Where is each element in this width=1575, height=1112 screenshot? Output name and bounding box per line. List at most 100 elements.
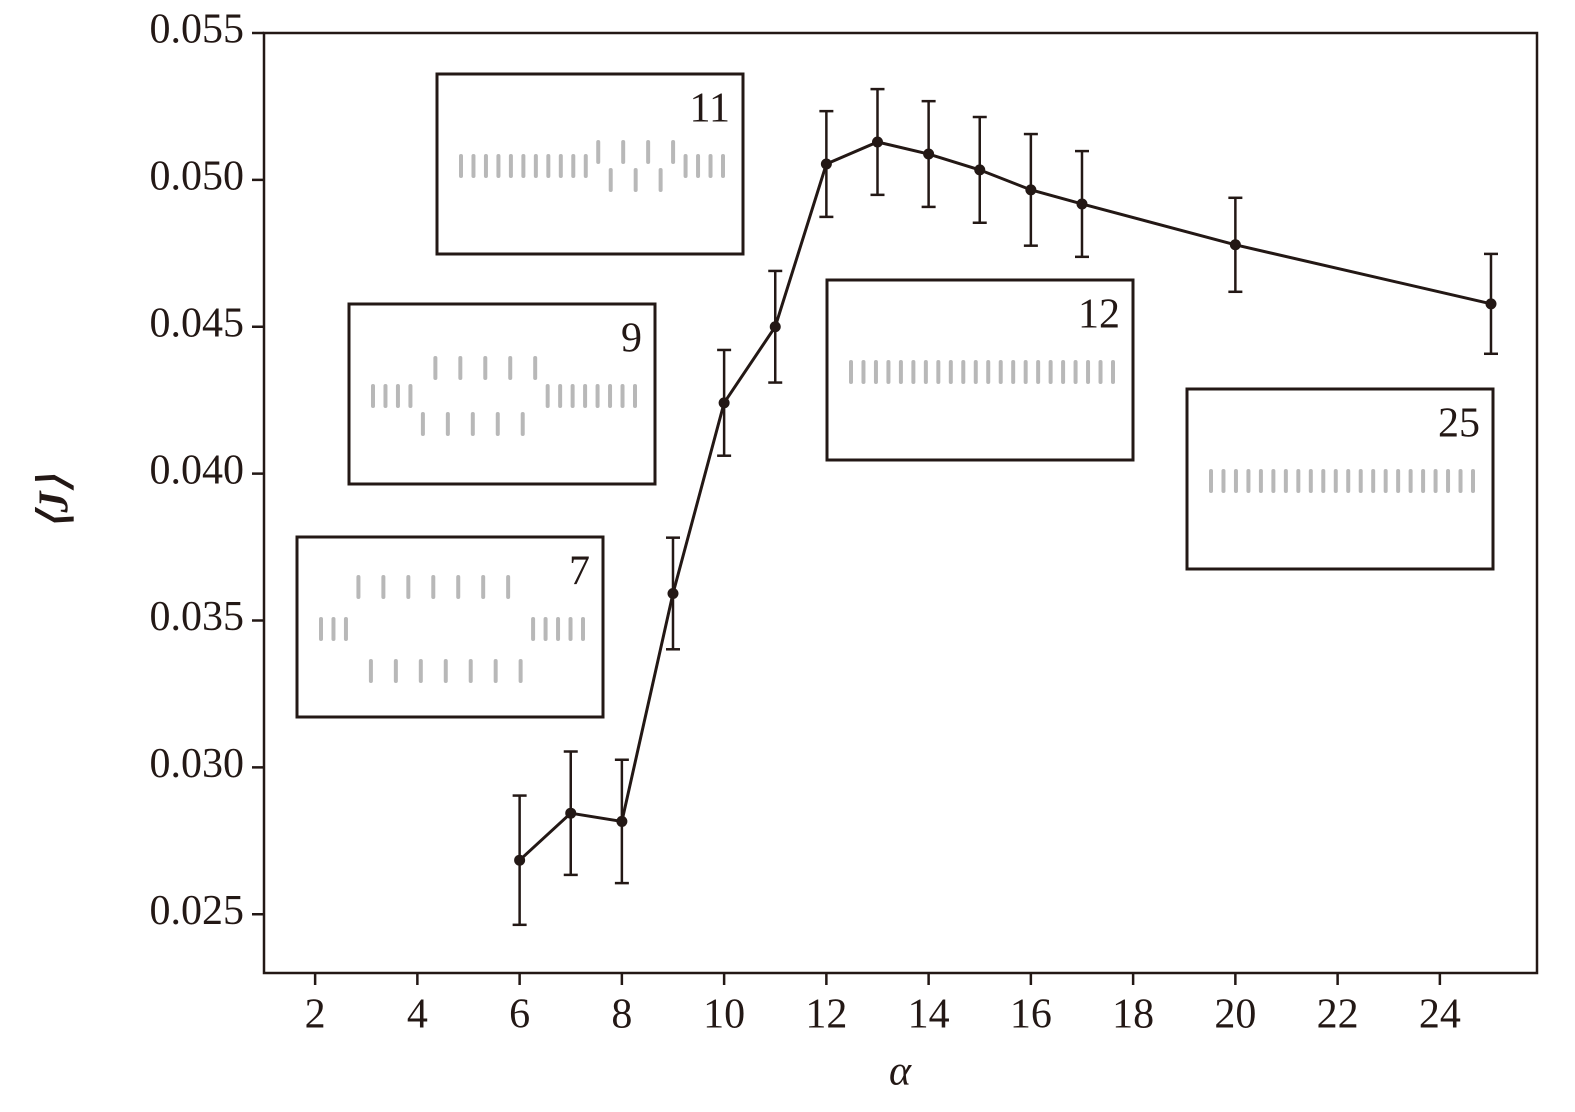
data-point (769, 321, 781, 333)
inset-stripe (418, 659, 423, 683)
inset-stripe (470, 412, 475, 436)
inset-stripe (556, 617, 561, 641)
y-tick-label: 0.040 (150, 447, 245, 493)
inset-stripe (1396, 469, 1401, 493)
y-tick-label: 0.030 (150, 741, 245, 787)
inset-stripe (1458, 469, 1463, 493)
inset-stripe (708, 154, 713, 178)
inset-stripe (911, 360, 916, 384)
data-point (820, 158, 832, 170)
inset-stripe (570, 384, 575, 408)
inset-stripe (1358, 469, 1363, 493)
inset-stripe (546, 154, 551, 178)
inset-stripe (1233, 469, 1238, 493)
inset-stripe (558, 384, 563, 408)
data-line (518, 140, 1492, 862)
inset-stripe (1283, 469, 1288, 493)
inset-stripe (1446, 469, 1451, 493)
inset-stripe (468, 659, 473, 683)
inset-stripe (1383, 469, 1388, 493)
data-point (616, 815, 628, 827)
inset-stripe (420, 412, 425, 436)
inset-stripe (583, 384, 588, 408)
inset: 12 (825, 278, 1135, 462)
inset-stripe (545, 384, 550, 408)
x-tick-label: 2 (305, 992, 326, 1038)
inset-stripe (1086, 360, 1091, 384)
inset-stripe (493, 659, 498, 683)
inset-stripe (1048, 360, 1053, 384)
inset-stripe (533, 154, 538, 178)
inset-stripe (343, 617, 348, 641)
inset-stripe (443, 659, 448, 683)
inset-label: 11 (690, 86, 730, 132)
inset: 25 (1185, 387, 1495, 571)
inset-stripe (1023, 360, 1028, 384)
inset-stripe (1421, 469, 1426, 493)
inset-stripe (1258, 469, 1263, 493)
y-tick-label: 0.045 (150, 300, 245, 346)
inset-stripe (408, 384, 413, 408)
inset-stripe (371, 384, 375, 408)
inset-label: 9 (621, 316, 642, 362)
inset-stripe (1433, 469, 1438, 493)
inset-stripe (319, 617, 323, 641)
inset-stripe (658, 168, 663, 192)
x-tick-label: 22 (1317, 992, 1359, 1038)
inset-stripe (395, 384, 400, 408)
inset-stripe (1209, 469, 1213, 493)
inset-stripe (508, 154, 513, 178)
y-tick-label: 0.025 (150, 888, 245, 934)
inset-stripe (721, 154, 725, 178)
inset-stripe (646, 140, 651, 164)
x-tick-label: 14 (908, 992, 950, 1038)
inset: 9 (347, 302, 657, 486)
inset-stripe (456, 575, 461, 599)
inset-frame (295, 535, 605, 719)
inset-stripe (683, 154, 688, 178)
inset-stripe (696, 154, 701, 178)
inset-stripe (1371, 469, 1376, 493)
inset-stripe (431, 575, 436, 599)
inset-stripe (633, 384, 637, 408)
x-tick-label: 12 (805, 992, 847, 1038)
x-tick-label: 20 (1214, 992, 1256, 1038)
x-tick-label: 8 (611, 992, 632, 1038)
x-tick-label: 24 (1419, 992, 1461, 1038)
data-point (1485, 298, 1497, 310)
inset-stripe (1308, 469, 1313, 493)
x-tick-label: 18 (1112, 992, 1154, 1038)
inset-stripe (1036, 360, 1041, 384)
inset-frame (435, 72, 745, 256)
inset-stripe (459, 154, 463, 178)
inset-stripe (898, 360, 903, 384)
y-tick-label: 0.055 (150, 7, 245, 53)
x-tick-label: 6 (509, 992, 530, 1038)
data-point (667, 587, 679, 599)
inset-stripe (608, 384, 613, 408)
inset-stripe (533, 356, 538, 380)
x-tick-label: 4 (407, 992, 428, 1038)
inset-stripe (986, 360, 991, 384)
inset-stripe (406, 575, 411, 599)
inset-stripe (356, 575, 361, 599)
inset-stripe (543, 617, 548, 641)
inset-stripe (496, 154, 501, 178)
inset-frame (825, 278, 1135, 462)
inset-label: 12 (1078, 292, 1120, 338)
inset-stripe (531, 617, 536, 641)
inset-stripe (1073, 360, 1078, 384)
inset-stripe (849, 360, 853, 384)
data-point (514, 854, 526, 866)
inset-stripe (331, 617, 336, 641)
inset-stripe (671, 140, 676, 164)
inset-stripe (620, 384, 625, 408)
inset-stripe (381, 575, 386, 599)
inset-stripe (595, 384, 600, 408)
inset-stripe (608, 168, 613, 192)
inset-stripe (568, 617, 573, 641)
inset-stripe (393, 659, 398, 683)
x-tick-label: 10 (703, 992, 745, 1038)
inset-stripe (558, 154, 563, 178)
inset-frame (347, 302, 657, 486)
